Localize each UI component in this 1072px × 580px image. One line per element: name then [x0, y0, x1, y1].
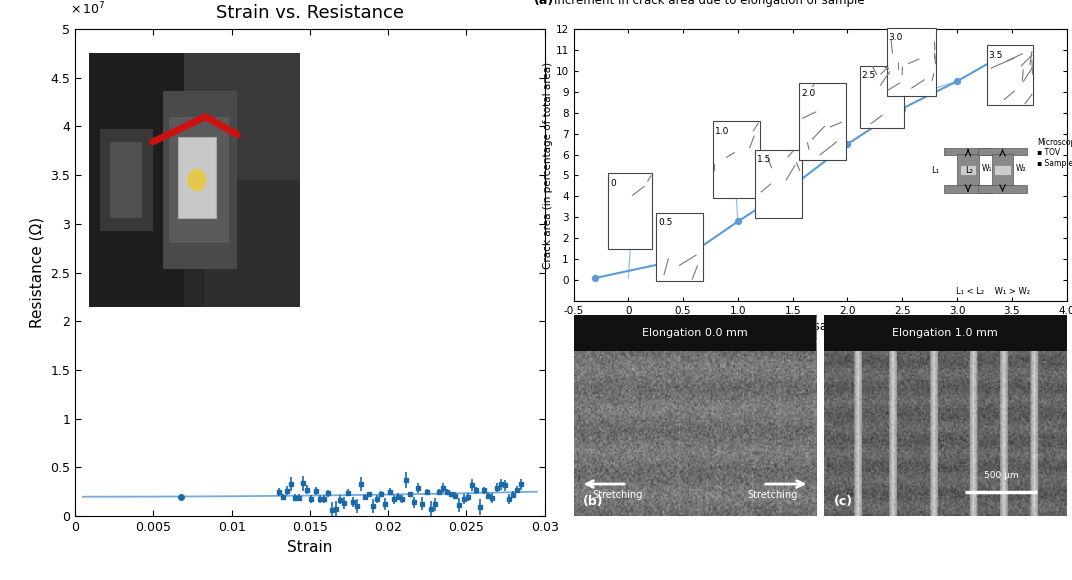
Text: L₂: L₂: [965, 166, 973, 175]
Text: Stretching: Stretching: [592, 490, 642, 500]
Text: $\times\,10^7$: $\times\,10^7$: [71, 0, 106, 17]
Text: Elongation 1.0 mm: Elongation 1.0 mm: [892, 328, 998, 338]
Y-axis label: Crack area (in percentage of total area): Crack area (in percentage of total area): [542, 61, 553, 269]
Text: 1.0: 1.0: [715, 127, 729, 136]
Point: [839, 139, 857, 148]
X-axis label: Strain: Strain: [287, 539, 332, 554]
FancyBboxPatch shape: [608, 173, 653, 249]
Text: 500 μm: 500 μm: [984, 471, 1018, 480]
Bar: [994, 165, 1011, 175]
Text: Microscope
▪ TOV
▪ Sample: Microscope ▪ TOV ▪ Sample: [1037, 138, 1072, 168]
Text: 0.5: 0.5: [658, 218, 672, 227]
Text: 2.0: 2.0: [801, 89, 816, 98]
FancyBboxPatch shape: [986, 45, 1033, 105]
Point: [674, 255, 691, 264]
Text: (c): (c): [833, 495, 852, 508]
Bar: [978, 186, 1027, 193]
FancyBboxPatch shape: [887, 28, 936, 96]
Text: W₂: W₂: [1016, 164, 1027, 173]
Bar: [823, 315, 1067, 351]
Text: 2.5: 2.5: [862, 71, 876, 80]
Bar: [978, 148, 1027, 155]
Bar: [574, 315, 817, 351]
Text: Elongation 0.0 mm: Elongation 0.0 mm: [642, 328, 748, 338]
Point: [586, 273, 604, 282]
Y-axis label: Resistance (Ω): Resistance (Ω): [30, 217, 45, 328]
FancyBboxPatch shape: [799, 84, 846, 160]
FancyBboxPatch shape: [860, 66, 904, 128]
Bar: [943, 148, 993, 155]
Point: [894, 104, 911, 113]
X-axis label: Elongation of sample (in mm): Elongation of sample (in mm): [732, 320, 908, 333]
Text: 3.0: 3.0: [889, 33, 903, 42]
Text: 3.5: 3.5: [988, 51, 1003, 60]
Text: L₁: L₁: [930, 166, 939, 175]
FancyBboxPatch shape: [656, 213, 703, 281]
FancyBboxPatch shape: [713, 121, 760, 198]
Text: Increment in crack area due to elongation of sample: Increment in crack area due to elongatio…: [554, 0, 864, 7]
Point: [784, 182, 801, 191]
Bar: [959, 165, 977, 175]
Text: (a): (a): [534, 0, 554, 7]
Text: Stretching: Stretching: [747, 490, 798, 500]
Point: [729, 217, 746, 226]
Text: 0: 0: [610, 179, 615, 187]
Title: Strain vs. Resistance: Strain vs. Resistance: [215, 4, 404, 22]
Text: L₁ < L₂    W₁ > W₂: L₁ < L₂ W₁ > W₂: [956, 287, 1030, 296]
Bar: [992, 154, 1013, 187]
Point: [949, 77, 966, 86]
FancyBboxPatch shape: [755, 150, 802, 218]
Bar: [957, 154, 979, 187]
Bar: [943, 186, 993, 193]
Text: (b): (b): [583, 495, 604, 508]
Point: [1003, 45, 1021, 55]
Text: W₁: W₁: [981, 164, 992, 173]
Text: 1.5: 1.5: [757, 155, 771, 165]
